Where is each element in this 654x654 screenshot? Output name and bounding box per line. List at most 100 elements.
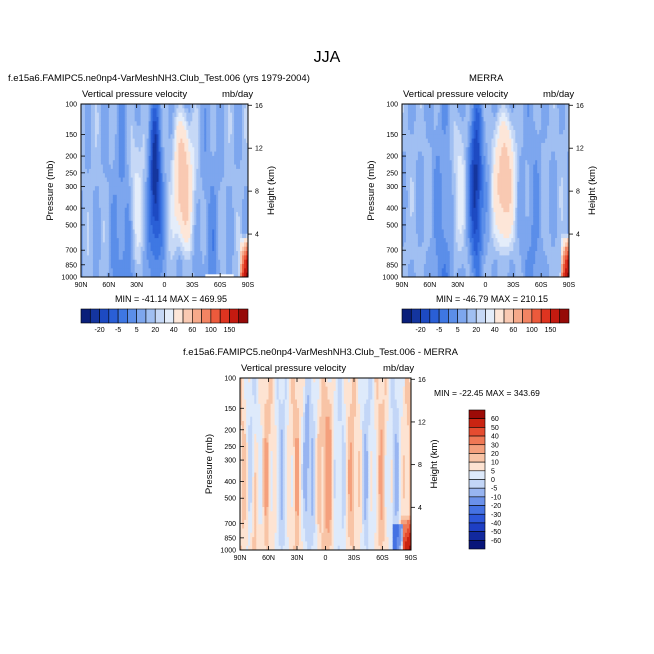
heatmap-cell — [194, 129, 197, 135]
heatmap-cell — [162, 138, 165, 144]
heatmap-cell — [152, 233, 155, 239]
heatmap-cell — [104, 194, 108, 200]
heatmap-cell — [413, 121, 417, 127]
heatmap-cell — [116, 194, 120, 200]
heatmap-cell — [439, 242, 443, 248]
heatmap-cell — [96, 259, 100, 265]
heatmap-cell — [198, 225, 201, 230]
heatmap-cell — [216, 168, 219, 174]
heatmap-cell — [403, 138, 407, 144]
heatmap-cell — [98, 147, 102, 152]
heatmap-cell — [461, 134, 465, 140]
heatmap-cell — [419, 251, 423, 256]
heatmap-cell — [110, 104, 114, 109]
heatmap-cell — [427, 151, 431, 157]
heatmap-cell — [240, 212, 243, 217]
heatmap-cell — [110, 251, 114, 256]
heatmap-cell — [226, 164, 229, 170]
heatmap-cell — [433, 242, 437, 248]
heatmap-cell — [435, 255, 439, 261]
heatmap-cell — [240, 246, 243, 252]
heatmap-cell — [166, 190, 169, 196]
heatmap-cell — [122, 190, 126, 196]
heatmap-cell — [417, 155, 421, 161]
heatmap-cell — [208, 164, 211, 170]
heatmap-cell — [140, 229, 144, 235]
heatmap-cell — [425, 168, 429, 174]
heatmap-cell — [210, 212, 213, 217]
heatmap-cell — [112, 125, 116, 131]
heatmap-cell — [473, 194, 476, 200]
heatmap-cell — [138, 216, 142, 222]
heatmap-cell — [164, 259, 167, 265]
heatmap-cell — [234, 116, 237, 122]
heatmap-cell — [138, 181, 142, 187]
heatmap-cell — [224, 151, 227, 157]
heatmap-cell — [220, 116, 223, 122]
heatmap-cell — [208, 173, 211, 178]
heatmap-cell — [238, 259, 241, 265]
heatmap-cell — [126, 251, 130, 256]
heatmap-cell — [413, 116, 417, 122]
heatmap-cell — [218, 194, 221, 200]
heatmap-cell — [206, 177, 209, 183]
heatmap-cell — [238, 216, 241, 222]
heatmap-cell — [465, 160, 469, 165]
heatmap-cell — [116, 199, 120, 204]
y-tick-label: 100 — [65, 102, 77, 109]
heatmap-cell — [409, 134, 413, 140]
heatmap-cell — [417, 147, 421, 152]
heatmap-cell — [445, 229, 449, 235]
heatmap-cell — [188, 268, 191, 274]
heatmap-cell — [88, 220, 92, 226]
heatmap-cell — [236, 134, 239, 140]
heatmap-cell — [188, 272, 191, 278]
heatmap-cell — [469, 190, 472, 196]
heatmap-cell — [212, 121, 215, 127]
heatmap-cell — [228, 194, 231, 200]
heatmap-cell — [114, 203, 118, 209]
heatmap-cell — [453, 108, 457, 114]
heatmap-cell — [202, 164, 205, 170]
heatmap-cell — [174, 129, 177, 135]
heatmap-cell — [445, 233, 449, 239]
heatmap-cell — [178, 233, 181, 239]
heatmap-cell — [196, 225, 199, 230]
heatmap-cell — [188, 116, 191, 122]
heatmap-cell — [146, 151, 149, 157]
heatmap-cell — [94, 216, 98, 222]
heatmap-cell — [130, 272, 134, 278]
heatmap-cell — [134, 155, 138, 161]
heatmap-cell — [461, 203, 465, 209]
heatmap-cell — [220, 238, 223, 243]
heatmap-cell — [136, 177, 140, 183]
heatmap-cell — [116, 121, 120, 127]
heatmap-cell — [403, 151, 407, 157]
heatmap-cell — [92, 108, 96, 114]
heatmap-cell — [234, 155, 237, 161]
heatmap-cell — [160, 177, 163, 183]
heatmap-cell — [164, 104, 167, 109]
heatmap-cell — [451, 112, 455, 118]
heatmap-cell — [108, 207, 112, 213]
heatmap-cell — [234, 164, 237, 170]
heatmap-cell — [174, 255, 177, 261]
heatmap-cell — [244, 203, 247, 209]
heatmap-cell — [435, 220, 439, 226]
heatmap-cell — [128, 216, 132, 222]
heatmap-cell — [445, 168, 449, 174]
heatmap-cell — [435, 160, 439, 165]
heatmap-cell — [423, 108, 427, 114]
heatmap-cell — [437, 177, 441, 183]
heatmap-cell — [413, 108, 417, 114]
heatmap-cell — [218, 268, 221, 274]
heatmap-cell — [447, 104, 451, 109]
heatmap-cell — [443, 242, 447, 248]
heatmap-cell — [180, 242, 183, 248]
heatmap-cell — [246, 238, 249, 243]
heatmap-cell — [411, 134, 415, 140]
heatmap-cell — [220, 121, 223, 127]
heatmap-cell — [176, 246, 179, 252]
heatmap-cell — [122, 255, 126, 261]
heatmap-cell — [437, 238, 441, 243]
